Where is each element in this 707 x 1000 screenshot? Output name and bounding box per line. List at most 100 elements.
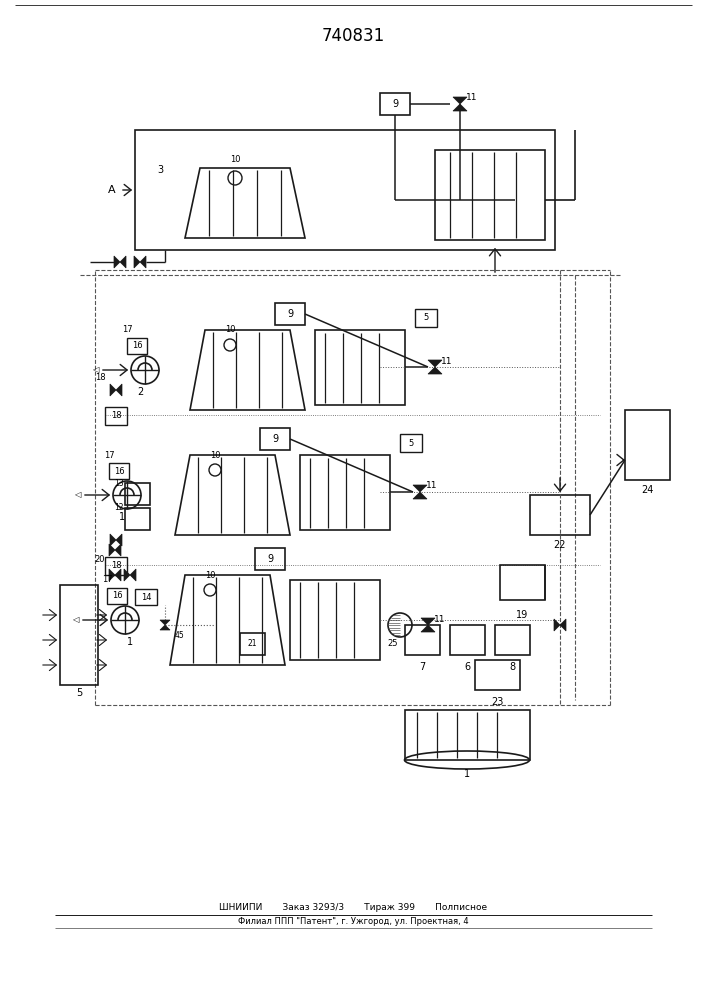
Text: 9: 9 <box>287 309 293 319</box>
Bar <box>290 580 380 660</box>
Text: 6: 6 <box>464 662 470 672</box>
Polygon shape <box>134 256 140 268</box>
Polygon shape <box>109 569 115 581</box>
Polygon shape <box>428 360 442 367</box>
Text: ◁: ◁ <box>71 615 78 624</box>
Polygon shape <box>140 256 146 268</box>
Bar <box>135 130 555 250</box>
Bar <box>125 483 150 505</box>
Text: 2: 2 <box>137 387 143 397</box>
Text: 10: 10 <box>230 155 240 164</box>
Polygon shape <box>115 569 121 581</box>
Text: 17: 17 <box>122 326 132 334</box>
Text: 5: 5 <box>423 314 428 322</box>
Text: 16: 16 <box>114 466 124 476</box>
Bar <box>255 548 285 570</box>
Text: 18: 18 <box>111 562 122 570</box>
Bar <box>405 625 440 655</box>
Polygon shape <box>160 620 170 625</box>
Bar <box>625 410 670 480</box>
Polygon shape <box>413 492 427 499</box>
Bar <box>400 434 422 452</box>
Bar <box>127 338 147 354</box>
Bar <box>475 660 520 690</box>
Bar <box>435 150 545 240</box>
Bar <box>125 508 150 530</box>
Text: 7: 7 <box>419 662 425 672</box>
Text: 19: 19 <box>516 610 528 620</box>
Text: 45: 45 <box>175 631 185 640</box>
Text: 740831: 740831 <box>322 27 385 45</box>
Text: ◁: ◁ <box>92 365 98 374</box>
Text: А: А <box>108 185 116 195</box>
Text: 11: 11 <box>426 482 438 490</box>
Polygon shape <box>421 618 435 625</box>
Text: 9: 9 <box>267 554 273 564</box>
Polygon shape <box>124 569 130 581</box>
Polygon shape <box>554 619 560 631</box>
Text: 13: 13 <box>115 479 124 488</box>
Text: 24: 24 <box>641 485 653 495</box>
Text: 14: 14 <box>141 592 151 601</box>
Text: 5: 5 <box>409 438 414 448</box>
Bar <box>300 455 390 530</box>
Polygon shape <box>453 104 467 111</box>
Text: 1: 1 <box>464 769 470 779</box>
Text: 11: 11 <box>441 357 452 365</box>
Text: 11: 11 <box>466 94 478 103</box>
Text: 5: 5 <box>76 688 82 698</box>
Text: ◁: ◁ <box>74 490 81 499</box>
Text: 21: 21 <box>247 640 257 648</box>
Polygon shape <box>120 256 126 268</box>
Polygon shape <box>453 97 467 104</box>
Text: 23: 23 <box>491 697 503 707</box>
Bar <box>315 330 405 405</box>
Text: 9: 9 <box>392 99 398 109</box>
Bar <box>135 589 157 605</box>
Polygon shape <box>109 544 115 556</box>
Text: 11: 11 <box>434 614 445 624</box>
Text: 10: 10 <box>205 570 215 580</box>
Text: 1: 1 <box>127 637 133 647</box>
Polygon shape <box>116 384 122 396</box>
Bar <box>109 463 129 479</box>
Text: 22: 22 <box>554 540 566 550</box>
Bar <box>405 710 530 760</box>
Bar <box>60 585 98 685</box>
Text: Филиал ППП "Патент", г. Ужгород, ул. Проектная, 4: Филиал ППП "Патент", г. Ужгород, ул. Про… <box>238 918 468 926</box>
Text: 16: 16 <box>112 591 122 600</box>
Polygon shape <box>160 625 170 630</box>
Bar <box>495 625 530 655</box>
Polygon shape <box>130 569 136 581</box>
Text: 17: 17 <box>104 450 115 460</box>
Text: 9: 9 <box>272 434 278 444</box>
Bar <box>275 303 305 325</box>
Bar <box>500 565 545 600</box>
Text: 18: 18 <box>111 412 122 420</box>
Text: 1: 1 <box>119 512 125 522</box>
Text: 20: 20 <box>95 556 105 564</box>
Bar <box>107 588 127 604</box>
Text: 16: 16 <box>132 342 142 351</box>
Bar <box>530 495 590 535</box>
Polygon shape <box>110 534 116 546</box>
Text: 12: 12 <box>115 504 124 512</box>
Polygon shape <box>421 625 435 632</box>
Text: 25: 25 <box>387 639 398 648</box>
Text: 10: 10 <box>225 326 235 334</box>
Polygon shape <box>560 619 566 631</box>
Text: 17: 17 <box>102 576 112 584</box>
Text: 10: 10 <box>210 450 221 460</box>
Polygon shape <box>413 485 427 492</box>
Bar <box>105 407 127 425</box>
Polygon shape <box>116 534 122 546</box>
Text: 3: 3 <box>157 165 163 175</box>
Text: 8: 8 <box>509 662 515 672</box>
Polygon shape <box>115 544 121 556</box>
Bar <box>415 309 437 327</box>
Bar <box>105 557 127 575</box>
Bar <box>450 625 485 655</box>
Bar <box>260 428 290 450</box>
Text: ШНИИПИ       Заказ 3293/3       Тираж 399       Полписное: ШНИИПИ Заказ 3293/3 Тираж 399 Полписное <box>219 902 487 912</box>
Polygon shape <box>110 384 116 396</box>
